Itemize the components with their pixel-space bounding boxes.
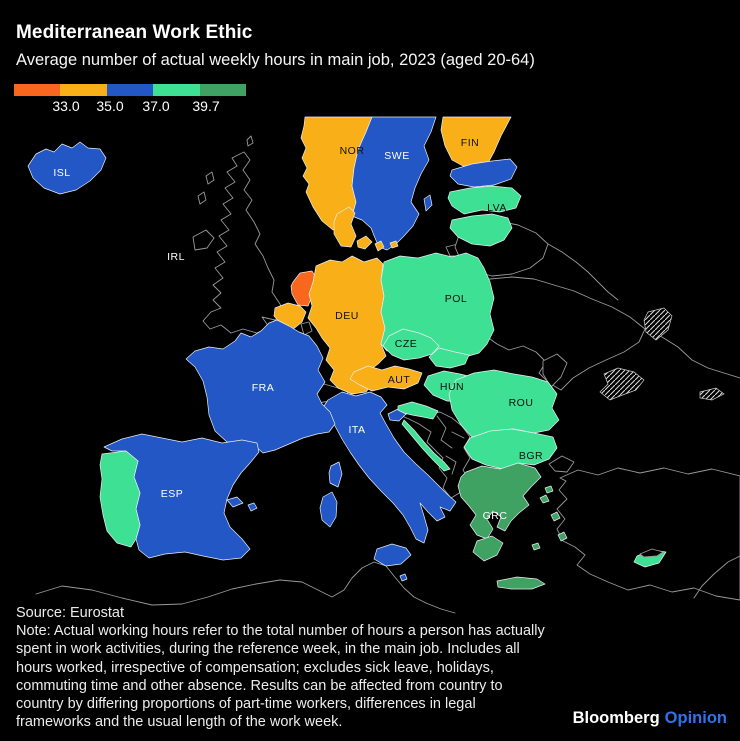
country-label-hun: HUN bbox=[440, 381, 464, 393]
region-hatched-crimea bbox=[599, 367, 645, 401]
chart-title: Mediterranean Work Ethic bbox=[16, 22, 253, 43]
country-label-nor: NOR bbox=[340, 145, 365, 157]
legend-tick-label: 35.0 bbox=[96, 98, 124, 114]
country-labels: ISL NOR SWE FIN LVA IRL DEU POL CZE AUT HUN FRA ROU I… bbox=[53, 137, 543, 522]
country-latvia bbox=[447, 185, 522, 215]
legend-tick-label: 33.0 bbox=[52, 98, 80, 114]
country-label-grc: GRC bbox=[483, 510, 508, 522]
island-sicily bbox=[373, 543, 412, 567]
color-scale-ticks: 33.0 35.0 37.0 39.7 bbox=[0, 98, 300, 116]
country-label-irl: IRL bbox=[167, 251, 185, 263]
chart-footer: Source: Eurostat Note: Actual working ho… bbox=[16, 604, 616, 731]
legend-tick-label: 39.7 bbox=[192, 98, 220, 114]
islands-shetland bbox=[246, 135, 254, 147]
source-line: Source: Eurostat bbox=[16, 605, 124, 621]
country-bulgaria bbox=[463, 428, 558, 470]
country-croatia bbox=[397, 401, 439, 420]
country-outline-turkey-thrace bbox=[548, 455, 575, 473]
legend-band bbox=[60, 84, 107, 96]
island-zealand bbox=[374, 240, 385, 252]
country-label-pol: POL bbox=[445, 293, 468, 305]
country-label-bgr: BGR bbox=[519, 450, 543, 462]
country-denmark bbox=[333, 206, 357, 248]
brand-logo: Bloomberg Opinion bbox=[573, 709, 727, 728]
legend-band bbox=[153, 84, 200, 96]
country-greece bbox=[457, 462, 542, 540]
country-label-cze: CZE bbox=[395, 338, 418, 350]
island-crete bbox=[496, 576, 546, 590]
country-iceland bbox=[27, 141, 107, 195]
legend-band bbox=[106, 84, 154, 96]
country-portugal bbox=[99, 450, 141, 548]
country-austria bbox=[349, 365, 423, 392]
color-scale-bar bbox=[14, 84, 247, 96]
coastline-black-sea-east bbox=[645, 329, 740, 379]
country-croatia-coast bbox=[401, 419, 451, 472]
country-sweden bbox=[351, 116, 437, 251]
country-estonia bbox=[449, 158, 518, 188]
coastline-north-africa bbox=[35, 561, 456, 614]
country-outline-great-britain bbox=[202, 151, 285, 334]
country-label-esp: ESP bbox=[161, 488, 184, 500]
country-outline-northern-ireland bbox=[192, 229, 215, 251]
island-bornholm bbox=[389, 240, 399, 249]
island-corsica bbox=[328, 461, 343, 488]
island-mallorca bbox=[226, 496, 244, 508]
island-sardinia bbox=[319, 491, 338, 528]
island-gotland bbox=[423, 194, 433, 212]
country-label-fra: FRA bbox=[252, 382, 275, 394]
country-slovakia bbox=[428, 347, 470, 369]
country-label-rou: ROU bbox=[509, 397, 534, 409]
country-outline-turkey bbox=[556, 467, 740, 601]
brand-name: Bloomberg bbox=[572, 709, 660, 727]
country-malta bbox=[399, 573, 408, 582]
island-funen bbox=[356, 235, 373, 250]
island-aegean-1 bbox=[539, 494, 550, 504]
island-aegean-2 bbox=[550, 511, 561, 522]
country-label-lva: LVA bbox=[487, 202, 507, 214]
legend-band bbox=[14, 84, 61, 96]
region-hatched-southeast bbox=[699, 387, 725, 401]
island-aegean-3 bbox=[557, 531, 568, 542]
country-lithuania bbox=[449, 213, 513, 247]
islands-hebrides bbox=[205, 171, 215, 185]
country-label-ita: ITA bbox=[348, 424, 365, 436]
country-outline-luxembourg bbox=[300, 321, 313, 336]
brand-product: Opinion bbox=[664, 709, 727, 727]
island-aegean-5 bbox=[544, 485, 554, 494]
region-peloponnese bbox=[472, 535, 504, 562]
country-romania bbox=[448, 369, 560, 438]
legend-band bbox=[199, 84, 247, 96]
note-text: Note: Actual working hours refer to the … bbox=[16, 623, 545, 731]
region-hatched-donbas bbox=[643, 307, 673, 341]
border-russia-belarus bbox=[547, 243, 619, 301]
island-menorca bbox=[247, 502, 258, 512]
chart-header: Mediterranean Work Ethic Average number … bbox=[16, 22, 535, 70]
border-balkans-internal bbox=[436, 415, 465, 475]
country-label-isl: ISL bbox=[53, 167, 70, 179]
islands-hebrides-2 bbox=[197, 191, 207, 205]
country-france bbox=[185, 319, 336, 454]
region-outline-north-cyprus bbox=[639, 548, 664, 558]
coastline-levant bbox=[693, 555, 740, 599]
country-outline-ukraine bbox=[460, 276, 646, 391]
chart-subtitle: Average number of actual weekly hours in… bbox=[16, 51, 535, 69]
country-label-deu: DEU bbox=[335, 310, 359, 322]
island-aegean-4 bbox=[531, 542, 541, 551]
hatched-disputed-regions bbox=[599, 307, 725, 401]
country-label-aut: AUT bbox=[388, 374, 411, 386]
legend-tick-label: 37.0 bbox=[142, 98, 170, 114]
country-outline-moldova bbox=[542, 353, 568, 388]
country-label-swe: SWE bbox=[384, 150, 409, 162]
data-countries bbox=[27, 116, 667, 590]
country-italy bbox=[323, 391, 457, 544]
no-data-countries bbox=[35, 135, 740, 614]
country-label-fin: FIN bbox=[461, 137, 479, 149]
